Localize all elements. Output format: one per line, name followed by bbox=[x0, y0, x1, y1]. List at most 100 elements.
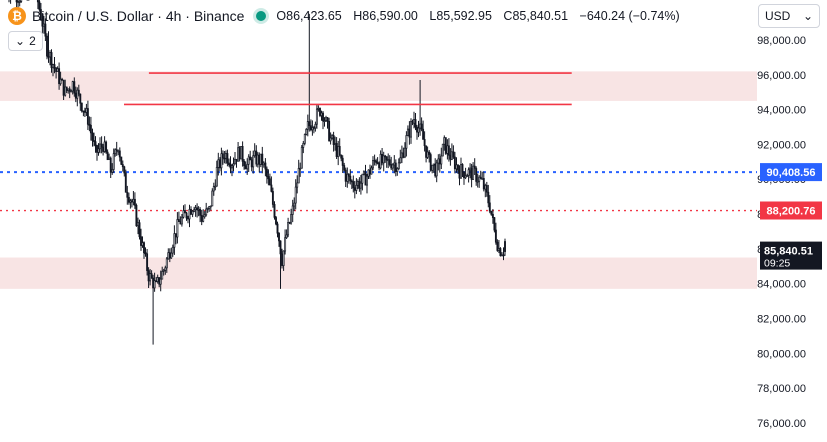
candle bbox=[478, 175, 481, 188]
candle bbox=[443, 135, 446, 151]
candle-body bbox=[497, 248, 500, 251]
candle bbox=[344, 167, 347, 187]
candle-body bbox=[384, 155, 387, 158]
candle-body bbox=[18, 1, 21, 3]
candle bbox=[400, 145, 403, 164]
candle-body bbox=[315, 108, 318, 125]
candle-body bbox=[396, 168, 399, 172]
candle-body bbox=[337, 146, 340, 158]
candle-body bbox=[423, 139, 426, 147]
candle-body bbox=[109, 157, 112, 173]
candle bbox=[74, 86, 77, 103]
candle-body bbox=[446, 145, 449, 154]
y-tick-label: 98,000.00 bbox=[757, 35, 806, 47]
candle bbox=[191, 210, 194, 218]
market-status-icon[interactable] bbox=[256, 11, 267, 21]
candle bbox=[71, 80, 74, 95]
candle-body bbox=[246, 163, 249, 170]
candle bbox=[337, 140, 340, 166]
candle-body bbox=[85, 108, 88, 113]
candle-body bbox=[38, 1, 41, 10]
candle bbox=[461, 163, 464, 177]
candle-body bbox=[437, 158, 440, 164]
candle-body bbox=[470, 167, 473, 180]
candle bbox=[329, 132, 332, 145]
price-axis-background bbox=[757, 0, 827, 442]
candle-body bbox=[49, 52, 51, 58]
candle bbox=[205, 202, 208, 217]
candle bbox=[193, 206, 196, 213]
resistance-lines[interactable] bbox=[124, 72, 572, 106]
candle-body bbox=[256, 154, 259, 165]
candle bbox=[455, 157, 458, 173]
candle-body bbox=[162, 269, 165, 272]
candle bbox=[271, 187, 274, 208]
candle-body bbox=[440, 155, 443, 165]
candle-body bbox=[114, 149, 117, 155]
candle-body bbox=[493, 217, 496, 231]
candle-body bbox=[441, 143, 444, 157]
candle-body bbox=[504, 241, 506, 252]
candle bbox=[153, 272, 156, 292]
candle-body bbox=[496, 241, 499, 251]
candle-body bbox=[158, 277, 161, 285]
candle bbox=[234, 152, 236, 165]
candle bbox=[449, 148, 452, 166]
candle-body bbox=[490, 210, 493, 215]
candle bbox=[296, 175, 299, 194]
high-value: H86,590.00 bbox=[353, 9, 418, 23]
candle bbox=[55, 67, 58, 79]
y-tick-label: 94,000.00 bbox=[757, 105, 806, 117]
candle bbox=[100, 136, 103, 154]
candle bbox=[417, 120, 420, 138]
candle-body bbox=[284, 237, 287, 252]
price-tag: 88,200.76 bbox=[760, 201, 822, 220]
candle bbox=[70, 89, 73, 93]
candle bbox=[390, 156, 393, 170]
candle-body bbox=[165, 258, 168, 269]
currency-selector[interactable]: USD ⌄ bbox=[758, 4, 820, 28]
candle bbox=[475, 166, 478, 186]
candle bbox=[350, 179, 353, 189]
y-tick-label: 96,000.00 bbox=[757, 70, 806, 82]
candle-body bbox=[328, 121, 331, 142]
candle bbox=[232, 157, 235, 172]
candle-body bbox=[331, 135, 334, 139]
candle-body bbox=[82, 110, 85, 113]
candle-body bbox=[206, 208, 209, 210]
candle bbox=[432, 163, 435, 173]
candle-body bbox=[491, 213, 494, 218]
candle bbox=[152, 274, 155, 345]
price-tag-background bbox=[760, 163, 822, 182]
candle bbox=[435, 159, 438, 183]
candle bbox=[270, 176, 273, 193]
symbol-title[interactable]: Bitcoin / U.S. Dollar · 4h · Binance bbox=[32, 8, 245, 24]
candle-body bbox=[50, 52, 53, 69]
candle bbox=[485, 181, 488, 197]
candle bbox=[290, 208, 293, 225]
candle-body bbox=[68, 88, 71, 92]
candle-body bbox=[308, 121, 311, 127]
candle-body bbox=[378, 162, 381, 169]
price-zone-2 bbox=[0, 257, 757, 289]
indicators-toggle-button[interactable]: ⌄ 2 bbox=[8, 31, 43, 51]
candle bbox=[20, 0, 23, 3]
candle bbox=[426, 146, 429, 159]
candle-body bbox=[80, 102, 83, 112]
candle bbox=[218, 157, 221, 172]
candle bbox=[138, 219, 141, 240]
price-axis[interactable]: 76,000.00 78,000.00 80,000.00 82,000.00 84,0… bbox=[757, 0, 827, 442]
candle-body bbox=[168, 252, 171, 259]
currency-label: USD bbox=[765, 9, 791, 23]
candle bbox=[226, 149, 229, 167]
candle-body bbox=[91, 132, 94, 141]
candle bbox=[268, 173, 271, 186]
candle bbox=[291, 199, 294, 223]
candle bbox=[220, 147, 223, 176]
candle-body bbox=[300, 146, 303, 169]
candle bbox=[472, 162, 475, 180]
candle-body bbox=[20, 0, 23, 2]
candle-body bbox=[326, 117, 329, 122]
candle-body bbox=[115, 149, 118, 152]
